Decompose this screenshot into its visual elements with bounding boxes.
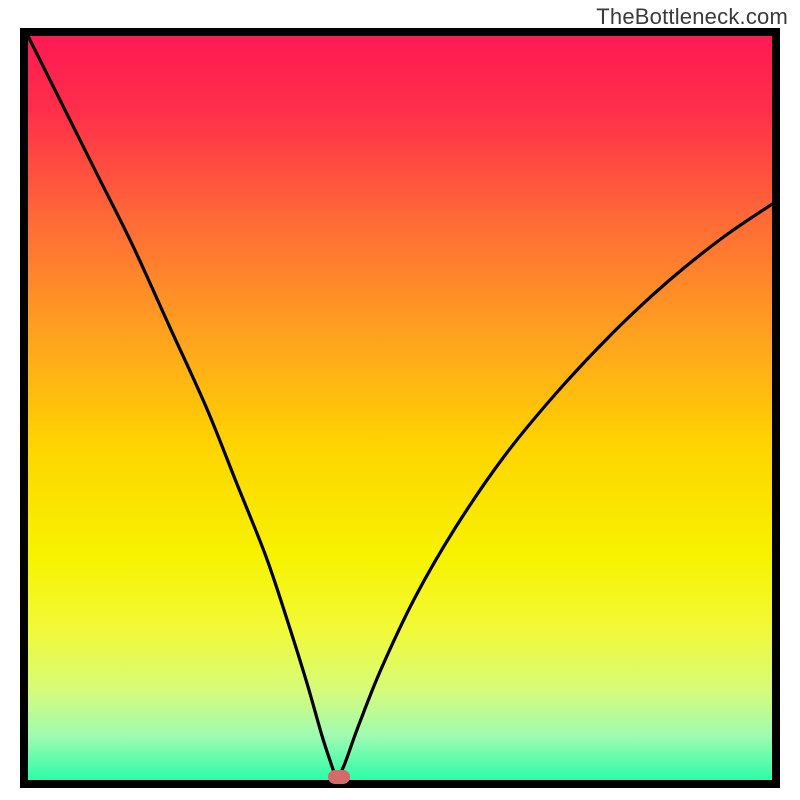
chart-frame — [20, 28, 780, 788]
bottleneck-curve — [28, 36, 772, 780]
minimum-marker — [328, 770, 350, 783]
chart-plot-area — [28, 36, 772, 780]
watermark-text: TheBottleneck.com — [596, 4, 788, 30]
gradient-background — [28, 36, 772, 780]
